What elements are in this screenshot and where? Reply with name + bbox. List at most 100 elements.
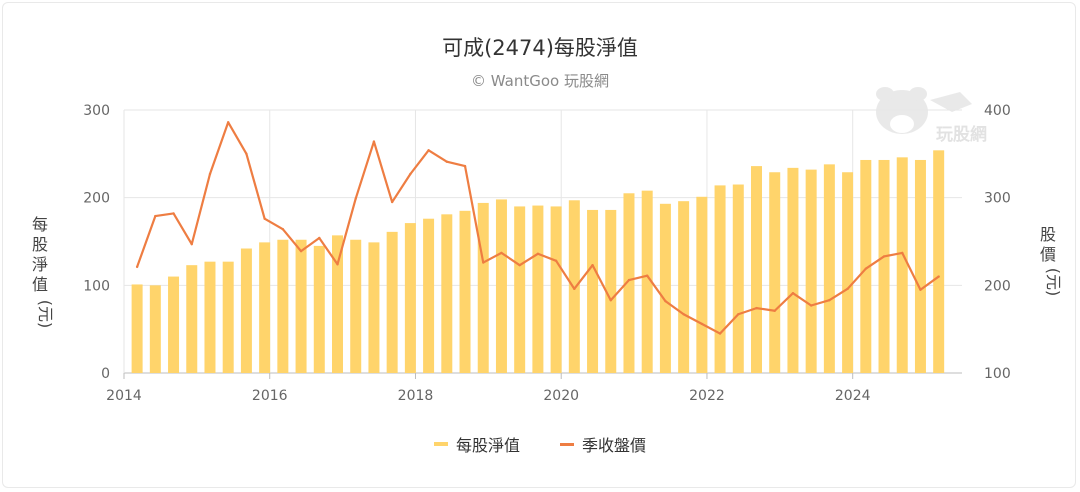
x-tick-label: 2020 bbox=[543, 388, 579, 404]
line-point bbox=[919, 288, 922, 291]
line-point bbox=[591, 263, 594, 267]
chart-subtitle: © WantGoo 玩股網 bbox=[471, 72, 609, 90]
line-point bbox=[372, 140, 376, 143]
bar bbox=[222, 261, 234, 373]
bar bbox=[605, 209, 617, 373]
line-point bbox=[901, 251, 904, 255]
chart-title: 可成(2474)每股淨值 bbox=[442, 36, 638, 60]
bar bbox=[477, 202, 489, 373]
line-point bbox=[263, 217, 266, 220]
line-point bbox=[208, 172, 212, 176]
y-right-tick-label: 100 bbox=[984, 366, 1011, 382]
axes-group: 0 100 200 300 100 200 300 400 2014 2016 2018 2020 20… bbox=[83, 103, 1010, 404]
bar bbox=[587, 209, 599, 373]
bar bbox=[568, 200, 580, 373]
line-point bbox=[390, 200, 394, 204]
line-point bbox=[482, 261, 485, 264]
legend-swatch-line bbox=[560, 442, 574, 446]
bar bbox=[368, 242, 380, 373]
line-point bbox=[609, 299, 612, 302]
bar bbox=[696, 196, 708, 373]
y-right-tick-label: 400 bbox=[984, 103, 1011, 119]
bar bbox=[805, 169, 817, 373]
bar bbox=[168, 276, 180, 373]
bars-group bbox=[131, 150, 945, 373]
bar bbox=[423, 218, 435, 373]
y-right-label-1: 股 bbox=[1040, 225, 1056, 244]
bar bbox=[350, 239, 362, 373]
bar bbox=[295, 239, 307, 373]
line-point bbox=[299, 249, 303, 253]
bar bbox=[204, 261, 216, 373]
watermark-text: 玩股網 bbox=[936, 124, 987, 145]
line-point bbox=[409, 172, 412, 176]
line-point bbox=[682, 313, 685, 316]
y-right-label-unit: (元) bbox=[1044, 268, 1063, 297]
y-right-label: 股 價 (元) bbox=[1040, 225, 1063, 296]
bar bbox=[678, 201, 690, 373]
bar bbox=[186, 265, 198, 373]
line-point bbox=[190, 242, 193, 246]
legend-swatch-bar bbox=[433, 442, 448, 446]
line-point bbox=[664, 299, 667, 303]
line-point bbox=[554, 259, 558, 262]
bar bbox=[769, 172, 781, 373]
bar bbox=[550, 206, 562, 373]
line-point bbox=[645, 274, 649, 277]
line-point bbox=[627, 278, 631, 282]
y-left-tick-label: 300 bbox=[83, 103, 110, 119]
line-point bbox=[518, 263, 521, 267]
x-tick-label: 2024 bbox=[835, 388, 871, 404]
bar bbox=[641, 190, 653, 373]
line-point bbox=[281, 228, 285, 231]
y-left-label-unit: (元) bbox=[36, 300, 55, 329]
legend-label-line: 季收盤價 bbox=[582, 436, 647, 455]
line-group bbox=[135, 121, 940, 335]
line-point bbox=[135, 265, 139, 269]
line-point bbox=[154, 214, 157, 218]
legend-item-line[interactable]: 季收盤價 bbox=[560, 432, 646, 456]
y-right-label-2: 價 bbox=[1040, 245, 1056, 264]
y-left-label-3: 淨 bbox=[32, 255, 48, 274]
line-point bbox=[500, 251, 503, 255]
line-point bbox=[846, 287, 849, 291]
line-point bbox=[718, 332, 722, 335]
bar bbox=[659, 203, 671, 373]
line-point bbox=[172, 212, 175, 215]
y-left-label-4: 值 bbox=[32, 275, 48, 294]
bar bbox=[842, 172, 854, 373]
legend: 每股淨值 季收盤價 bbox=[0, 432, 1080, 456]
line-point bbox=[700, 322, 704, 326]
line-point bbox=[536, 252, 540, 255]
legend-item-bar[interactable]: 每股淨值 bbox=[433, 432, 520, 456]
bar bbox=[787, 167, 799, 373]
bar bbox=[896, 157, 908, 373]
line-point bbox=[737, 313, 740, 316]
line-point bbox=[573, 287, 576, 291]
bar bbox=[914, 159, 926, 373]
line-point bbox=[336, 263, 339, 266]
line-point bbox=[226, 121, 230, 124]
line-point bbox=[791, 292, 795, 295]
bar bbox=[240, 248, 252, 373]
y-right-tick-label: 300 bbox=[984, 191, 1011, 207]
line-point bbox=[318, 236, 321, 240]
legend-label-bar: 每股淨值 bbox=[455, 436, 520, 455]
line-point bbox=[427, 149, 430, 152]
line-point bbox=[809, 304, 813, 307]
x-tick-label: 2018 bbox=[398, 388, 434, 404]
bar bbox=[277, 239, 289, 373]
wantgoo-watermark-logo: 玩股網 bbox=[876, 87, 987, 145]
line-point bbox=[245, 152, 248, 156]
bar bbox=[514, 206, 526, 373]
bar bbox=[332, 235, 343, 373]
line-point bbox=[354, 197, 357, 200]
y-left-label-2: 股 bbox=[32, 235, 48, 254]
line-point bbox=[463, 164, 467, 168]
bar bbox=[714, 185, 726, 373]
line-point bbox=[445, 160, 449, 163]
bar bbox=[823, 164, 835, 373]
bar bbox=[860, 159, 872, 373]
bar bbox=[459, 210, 471, 373]
